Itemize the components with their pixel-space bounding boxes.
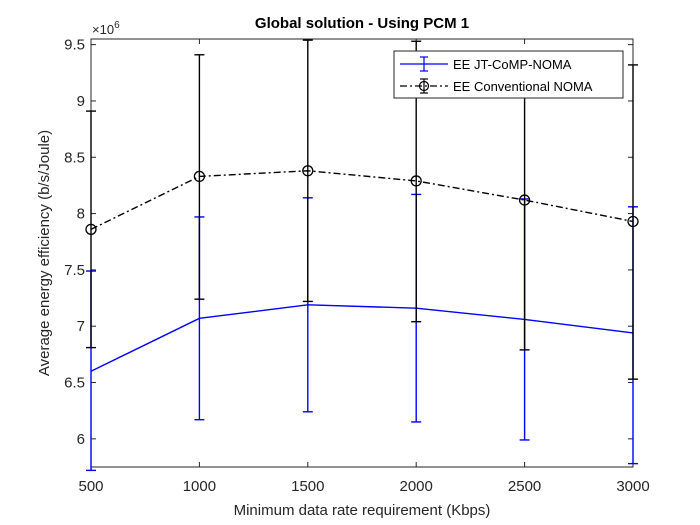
y-tick-label: 8 xyxy=(77,206,85,223)
data-point-conv xyxy=(410,175,422,187)
axes-layer: 500 1000 1500 2000 2500 3000 6 6.5 7 7.5 8 8.5 9 9.5 xyxy=(64,37,650,495)
x-tick-label: 3000 xyxy=(616,478,649,495)
legend-label-conv: EE Conventional NOMA xyxy=(453,79,593,94)
y-tick-label: 8.5 xyxy=(64,149,85,166)
y-tick-label: 7.5 xyxy=(64,262,85,279)
data-point-conv xyxy=(85,223,97,235)
x-tick-label: 500 xyxy=(78,478,103,495)
x-tick-label: 2000 xyxy=(400,478,433,495)
data-point-conv xyxy=(302,165,314,177)
series-line-conv xyxy=(90,170,634,230)
x-tick-label: 1000 xyxy=(183,478,216,495)
y-axis-label: Average energy efficiency (b/s/Joule) xyxy=(36,130,53,376)
plot-area xyxy=(90,38,634,468)
legend: EE JT-CoMP-NOMA EE Conventional NOMA xyxy=(393,50,624,99)
data-point-conv xyxy=(627,215,639,228)
legend-box xyxy=(393,50,624,99)
y-tick-label: 7 xyxy=(77,318,85,335)
series-line-jt xyxy=(90,304,634,372)
y-multiplier-base: ×10 xyxy=(92,22,114,37)
data-layer xyxy=(85,39,639,472)
data-point-conv xyxy=(518,194,531,206)
x-axis-label: Minimum data rate requirement (Kbps) xyxy=(234,502,491,519)
y-multiplier-exponent: 6 xyxy=(114,20,120,31)
series-conv xyxy=(85,39,639,380)
y-tick-label: 6 xyxy=(77,431,85,448)
data-point-conv xyxy=(193,170,206,183)
y-tick-label: 9 xyxy=(77,93,85,110)
legend-label-jt: EE JT-CoMP-NOMA xyxy=(453,57,572,72)
y-tick-label: 6.5 xyxy=(64,375,85,392)
legend-swatch-conv-marker xyxy=(418,80,430,92)
x-tick-label: 2500 xyxy=(508,478,541,495)
y-axis-multiplier: ×106 xyxy=(92,20,120,37)
x-tick-label: 1500 xyxy=(291,478,324,495)
y-tick-label: 9.5 xyxy=(64,37,85,54)
chart-title: Global solution - Using PCM 1 xyxy=(255,15,469,32)
